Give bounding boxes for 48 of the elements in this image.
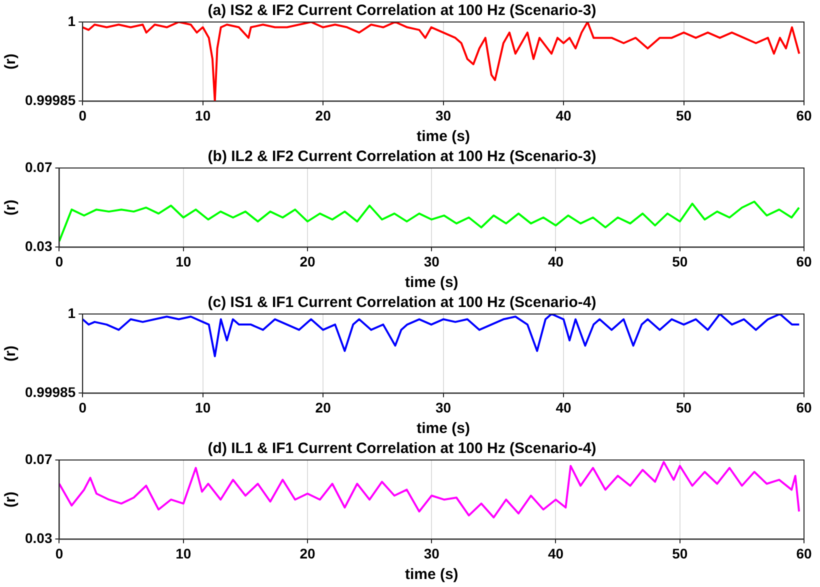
- x-tick-label: 20: [300, 253, 316, 270]
- y-tick-label: 0.99985: [24, 92, 76, 108]
- x-tick-label: 60: [796, 545, 812, 562]
- y-tick-label: 1: [68, 304, 76, 321]
- x-tick-label: 60: [796, 253, 812, 270]
- x-tick-label: 10: [176, 545, 192, 562]
- x-tick-label: 30: [424, 253, 440, 270]
- x-tick-label: 20: [315, 399, 332, 416]
- x-tick-label: 0: [78, 107, 87, 124]
- y-axis-title: (r): [2, 200, 20, 216]
- y-tick-label: 0.99985: [24, 384, 76, 400]
- x-tick-label: 40: [556, 399, 572, 416]
- x-tick-label: 10: [176, 253, 192, 270]
- x-tick-label: 40: [556, 107, 572, 124]
- x-tick-label: 50: [676, 399, 692, 416]
- x-tick-label: 10: [195, 399, 211, 416]
- x-tick-label: 0: [55, 545, 64, 562]
- x-tick-label: 20: [300, 545, 316, 562]
- x-tick-label: 40: [548, 253, 564, 270]
- x-tick-label: 0: [55, 253, 64, 270]
- x-tick-label: 40: [548, 545, 564, 562]
- chart-title: (d) IL1 & IF1 Current Correlation at 100 Hz (Scenario-4): [208, 440, 596, 458]
- x-axis-title: time (s): [416, 128, 470, 146]
- y-tick-label: 0.03: [25, 530, 52, 546]
- x-tick-label: 30: [436, 399, 452, 416]
- y-tick-label: 0.07: [25, 450, 52, 467]
- chart-title: (c) IS1 & IF1 Current Correlation at 100 Hz (Scenario-4): [208, 294, 596, 312]
- x-tick-label: 50: [672, 253, 688, 270]
- chart-title: (a) IS2 & IF2 Current Correlation at 100 Hz (Scenario-3): [208, 2, 596, 20]
- y-axis-title: (r): [2, 54, 20, 70]
- y-tick-label: 1: [68, 12, 76, 29]
- y-tick-label: 0.07: [25, 158, 52, 175]
- x-tick-label: 30: [436, 107, 452, 124]
- x-tick-label: 30: [424, 545, 440, 562]
- y-tick-label: 0.03: [25, 238, 52, 254]
- y-axis-title: (r): [2, 492, 20, 508]
- y-axis-title: (r): [2, 346, 20, 362]
- x-tick-label: 0: [78, 399, 87, 416]
- chart-title: (b) IL2 & IF2 Current Correlation at 100 Hz (Scenario-3): [208, 148, 596, 166]
- x-tick-label: 50: [672, 545, 688, 562]
- x-axis-title: time (s): [404, 274, 458, 292]
- x-tick-label: 60: [796, 399, 812, 416]
- x-tick-label: 60: [796, 107, 812, 124]
- x-axis-title: time (s): [416, 420, 470, 438]
- x-axis-title: time (s): [404, 566, 458, 584]
- x-tick-label: 20: [315, 107, 332, 124]
- x-tick-label: 10: [195, 107, 211, 124]
- x-tick-label: 50: [676, 107, 692, 124]
